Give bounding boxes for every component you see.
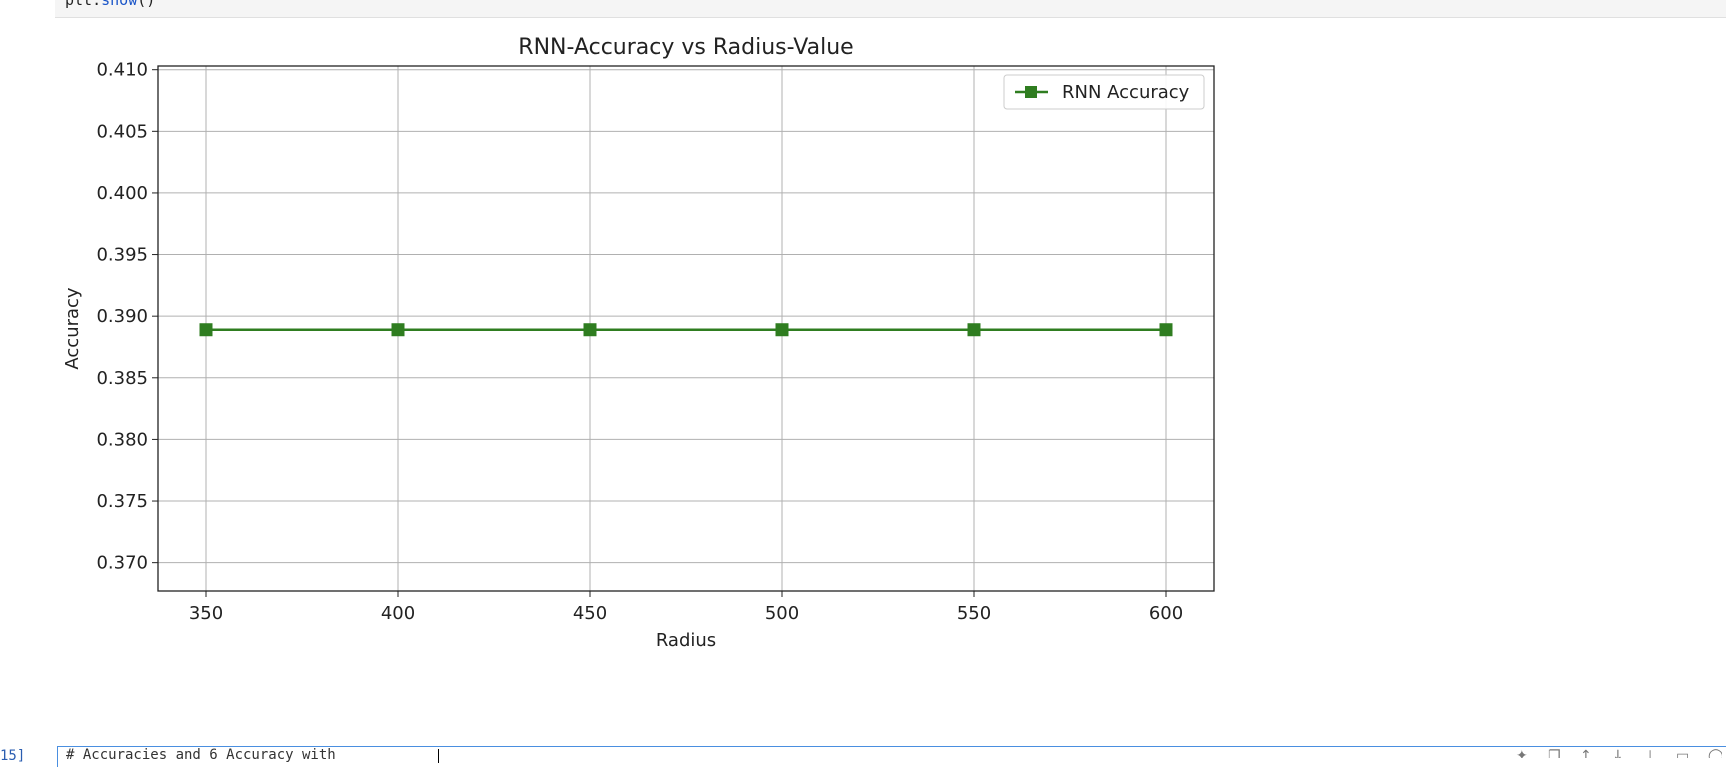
y-tick-label-0: 0.370 — [96, 553, 148, 574]
line-chart: 350 400 450 500 550 600 0.370 0.375 0.380 0.385 0.… — [62, 35, 1215, 651]
x-tick-label-4: 550 — [957, 603, 991, 624]
legend-swatch-marker-0 — [1025, 86, 1037, 98]
y-tick-label-8: 0.410 — [96, 60, 148, 81]
y-tick-label-4: 0.390 — [96, 306, 148, 327]
y-tick-label-5: 0.395 — [96, 245, 148, 266]
data-point-0-2 — [583, 323, 597, 337]
chart-title: RNN-Accuracy vs Radius-Value — [518, 35, 853, 60]
y-tick-label-3: 0.385 — [96, 368, 148, 389]
legend-box — [1003, 74, 1205, 110]
y-axis-label: Accuracy — [62, 287, 83, 370]
x-tick-label-2: 450 — [573, 603, 607, 624]
next-cell-code[interactable]: # Accuracies and 6 Accuracy with — [66, 747, 336, 763]
delete-icon[interactable]: ◯ — [1708, 748, 1722, 758]
data-point-0-5 — [1159, 323, 1173, 337]
x-tick-label-3: 500 — [765, 603, 799, 624]
next-code-cell[interactable]: # Accuracies and 6 Accuracy with — [57, 746, 1726, 767]
y-tick-label-6: 0.400 — [96, 183, 148, 204]
x-tick-label-0: 350 — [189, 603, 223, 624]
x-tick-label-1: 400 — [381, 603, 415, 624]
cell-toolbar: ✦ ❐ ↑ ↓ ⊥ ▭ ◯ — [1516, 748, 1722, 758]
y-tick-label-7: 0.405 — [96, 121, 148, 142]
previous-code-cell[interactable]: plt.show() — [55, 0, 1726, 18]
data-point-0-4 — [967, 323, 981, 337]
data-point-0-1 — [391, 323, 405, 337]
data-point-0-3 — [775, 323, 789, 337]
y-tick-label-2: 0.380 — [96, 429, 148, 450]
sparkle-icon[interactable]: ✦ — [1516, 748, 1528, 758]
x-axis-label: Radius — [656, 630, 716, 651]
x-tick-label-5: 600 — [1149, 603, 1183, 624]
execution-count: 15] — [0, 748, 26, 764]
add-icon[interactable]: ⊥ — [1644, 748, 1657, 758]
previous-cell-code: plt.show() — [65, 0, 156, 9]
plot-frame — [157, 65, 1215, 592]
text-cursor — [438, 749, 439, 763]
move-down-icon[interactable]: ↓ — [1612, 748, 1624, 758]
move-up-icon[interactable]: ↑ — [1580, 748, 1592, 758]
legend-label-0: RNN Accuracy — [1062, 82, 1190, 103]
more-icon[interactable]: ▭ — [1676, 748, 1690, 758]
cell-output: 350 400 450 500 550 600 0.370 0.375 0.380 0.385 0.… — [55, 20, 1726, 740]
copy-icon[interactable]: ❐ — [1548, 748, 1561, 758]
y-tick-label-1: 0.375 — [96, 491, 148, 512]
data-point-0-0 — [199, 323, 213, 337]
